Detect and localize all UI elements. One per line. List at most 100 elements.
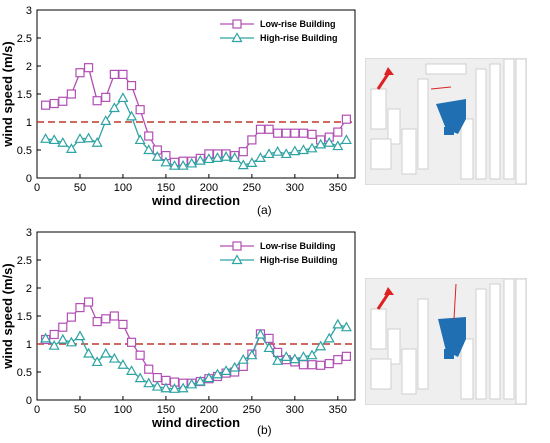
legend-marker-square <box>232 19 242 29</box>
data-point-high-rise <box>177 159 189 170</box>
y-tick-label: 1 <box>26 339 32 351</box>
data-point-low-rise <box>49 98 59 109</box>
panel-label-b: (b) <box>257 423 272 437</box>
data-point-high-rise <box>48 339 60 350</box>
data-point-high-rise <box>186 157 198 168</box>
data-point-high-rise <box>340 321 352 332</box>
data-point-low-rise <box>264 124 274 134</box>
data-point-high-rise <box>323 136 335 147</box>
data-point-high-rise <box>289 353 301 364</box>
data-point-low-rise <box>40 100 51 110</box>
data-point-high-rise <box>289 145 301 156</box>
data-point-high-rise <box>91 136 103 147</box>
x-tick-label: 0 <box>34 182 40 194</box>
data-point-low-rise <box>109 69 119 80</box>
legend-marker-triangle <box>231 32 243 43</box>
y-tick-label: 0.5 <box>17 367 32 379</box>
data-point-low-rise <box>58 322 68 332</box>
x-tick-label: 50 <box>74 404 86 416</box>
legend-label: Low-rise Building <box>260 19 336 29</box>
data-point-low-rise <box>126 80 137 91</box>
data-point-high-rise <box>134 134 146 145</box>
data-point-low-rise <box>333 127 343 137</box>
chart-panel-b: 0 0.5 1 1.5 2 2.5 3 0 50 100 150 200 250 300 350 wind d… <box>0 227 356 430</box>
x-tick-label: 150 <box>157 404 175 416</box>
y-tick-label: 0.5 <box>17 145 32 157</box>
data-point-low-rise <box>238 147 248 157</box>
data-point-high-rise <box>48 134 60 145</box>
data-point-high-rise <box>160 156 172 167</box>
data-point-high-rise <box>168 159 181 170</box>
data-point-high-rise <box>306 142 318 153</box>
photo-a-drawing <box>366 59 526 184</box>
data-point-high-rise <box>126 365 138 375</box>
plot-group: 0 0.5 1 1.5 2 2.5 3 0 50 100 150 200 250 300 350 wind d… <box>0 227 356 430</box>
data-point-high-rise <box>306 349 318 360</box>
x-tick-label: 100 <box>114 182 132 194</box>
data-point-high-rise <box>151 150 163 161</box>
legend-marker-triangle <box>231 254 243 265</box>
data-point-high-rise <box>117 92 129 103</box>
data-point-low-rise <box>58 96 68 106</box>
data-point-high-rise <box>57 333 69 344</box>
y-tick-label: 3 <box>26 5 32 17</box>
x-tick-label: 300 <box>286 182 304 194</box>
y-tick-label: 0 <box>26 173 32 185</box>
data-point-low-rise <box>298 128 309 138</box>
data-point-high-rise <box>194 375 206 386</box>
data-point-low-rise <box>83 63 94 73</box>
data-point-high-rise <box>229 361 241 372</box>
data-point-low-rise <box>83 297 94 307</box>
y-tick-label: 1 <box>26 117 32 129</box>
x-tick-label: 50 <box>74 182 86 194</box>
data-point-high-rise <box>74 133 86 143</box>
data-point-high-rise <box>246 157 258 167</box>
data-point-high-rise <box>143 377 155 388</box>
chart-panel-a: 0 0.5 1 1.5 2 2.5 3 0 50 100 150 200 250 300 350 wind d… <box>0 5 356 208</box>
data-point-high-rise <box>108 102 120 113</box>
data-point-high-rise <box>134 372 146 383</box>
data-point-high-rise <box>340 134 352 145</box>
data-point-high-rise <box>254 328 266 339</box>
data-point-low-rise <box>101 92 111 102</box>
data-point-high-rise <box>211 368 224 379</box>
data-point-low-rise <box>341 114 352 124</box>
data-point-high-rise <box>280 148 292 159</box>
data-point-low-rise <box>118 319 128 330</box>
data-point-high-rise <box>237 159 249 170</box>
data-point-high-rise <box>100 115 112 125</box>
data-point-high-rise <box>229 152 241 162</box>
panel-label-a: (a) <box>257 203 272 217</box>
data-point-low-rise <box>255 124 266 134</box>
data-point-low-rise <box>152 373 162 383</box>
x-tick-label: 350 <box>329 182 347 194</box>
data-point-high-rise <box>203 372 215 383</box>
x-tick-label: 200 <box>200 404 218 416</box>
data-point-high-rise <box>40 332 52 343</box>
y-tick-label: 1.5 <box>17 89 32 101</box>
data-point-low-rise <box>247 135 257 145</box>
data-point-high-rise <box>83 347 95 358</box>
y-axis-label: wind speed (m/s) <box>0 263 15 369</box>
data-point-low-rise <box>264 333 274 344</box>
data-point-high-rise <box>117 358 129 369</box>
data-point-high-rise <box>168 383 181 393</box>
data-point-high-rise <box>263 148 275 159</box>
data-point-high-rise <box>126 110 138 121</box>
data-point-high-rise <box>220 365 232 375</box>
x-axis-label: wind direction <box>151 415 240 430</box>
y-tick-label: 2.5 <box>17 33 32 45</box>
data-point-high-rise <box>315 138 327 149</box>
data-point-low-rise <box>101 314 111 324</box>
data-point-high-rise <box>74 330 86 341</box>
data-point-high-rise <box>160 382 172 393</box>
data-point-high-rise <box>263 342 275 353</box>
x-tick-label: 150 <box>157 182 175 194</box>
photo-a <box>365 58 527 185</box>
data-point-low-rise <box>333 355 343 365</box>
x-tick-label: 250 <box>243 182 261 194</box>
data-point-high-rise <box>100 347 112 358</box>
data-point-high-rise <box>83 132 95 143</box>
data-point-low-rise <box>298 360 309 370</box>
data-point-low-rise <box>118 69 128 80</box>
